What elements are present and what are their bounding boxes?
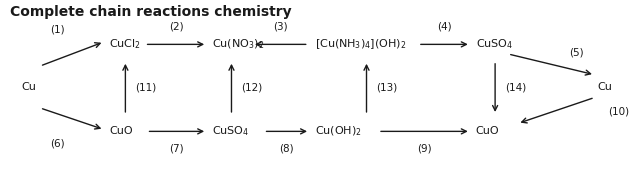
Text: Cu(NO$_3$)$_2$: Cu(NO$_3$)$_2$ — [212, 38, 264, 51]
Text: (8): (8) — [280, 144, 294, 154]
Text: (4): (4) — [437, 21, 451, 31]
Text: (5): (5) — [569, 47, 584, 57]
Text: Cu: Cu — [597, 82, 612, 92]
Text: CuCl$_2$: CuCl$_2$ — [109, 37, 141, 51]
Text: (13): (13) — [376, 83, 397, 93]
Text: Cu: Cu — [21, 82, 37, 92]
Text: Complete chain reactions chemistry: Complete chain reactions chemistry — [10, 5, 291, 19]
Text: (14): (14) — [505, 83, 526, 93]
Text: CuO: CuO — [109, 126, 133, 136]
Text: (3): (3) — [273, 21, 287, 31]
Text: [Cu(NH$_3$)$_4$](OH)$_2$: [Cu(NH$_3$)$_4$](OH)$_2$ — [315, 37, 406, 51]
Text: (12): (12) — [241, 83, 262, 93]
Text: CuO: CuO — [476, 126, 500, 136]
Text: (10): (10) — [608, 106, 629, 116]
Text: CuSO$_4$: CuSO$_4$ — [476, 37, 513, 51]
Text: (9): (9) — [417, 144, 431, 154]
Text: (2): (2) — [169, 21, 183, 31]
Text: (1): (1) — [51, 25, 65, 35]
Text: (6): (6) — [51, 139, 65, 149]
Text: Cu(OH)$_2$: Cu(OH)$_2$ — [315, 125, 362, 138]
Text: (7): (7) — [170, 144, 184, 154]
Text: CuSO$_4$: CuSO$_4$ — [212, 124, 249, 138]
Text: (11): (11) — [135, 83, 156, 93]
